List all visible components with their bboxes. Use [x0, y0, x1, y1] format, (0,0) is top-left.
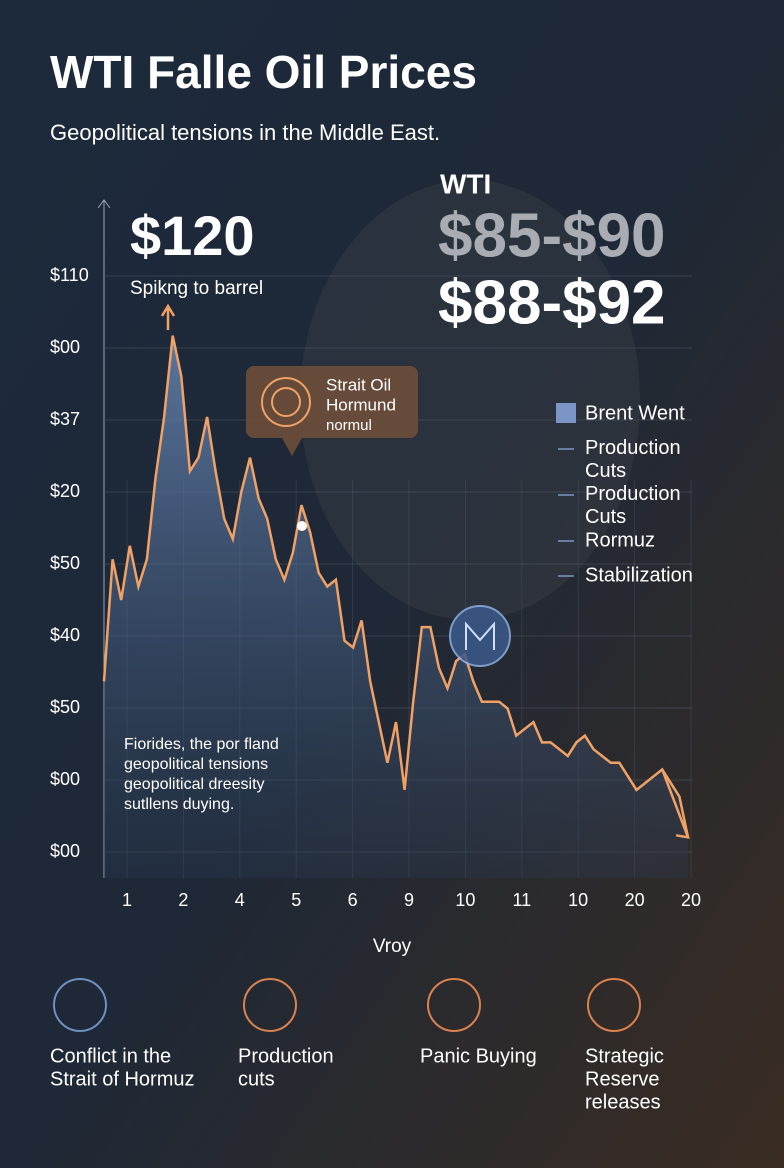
y-tick-label: $00	[50, 337, 80, 357]
x-tick-label: 9	[404, 890, 414, 910]
legend-label: Brent Went	[585, 402, 685, 424]
point-marker	[297, 521, 307, 531]
y-tick-label: $50	[50, 553, 80, 573]
x-tick-label: 4	[235, 890, 245, 910]
footer-label: Strategic	[585, 1045, 664, 1067]
callout-text: normul	[326, 417, 372, 434]
legend-label: Stabilization	[585, 564, 693, 586]
peak-caption: Spikng to barrel	[130, 278, 263, 299]
callout-icon	[271, 387, 301, 417]
footer-icon	[587, 978, 641, 1032]
headline-label: WTI	[440, 168, 491, 199]
background-figure	[300, 180, 640, 620]
y-tick-label: $00	[50, 841, 80, 861]
callout-text: Strait Oil	[326, 375, 391, 394]
y-tick-label: $110	[50, 265, 89, 285]
annotation: geopolitical dreesity	[124, 776, 265, 793]
annotation: geopolitical tensions	[124, 756, 268, 773]
y-tick-label: $20	[50, 481, 80, 501]
title: WTI Falle Oil Prices	[50, 46, 477, 98]
footer-icon	[243, 978, 297, 1032]
marker-icon	[465, 621, 495, 650]
x-tick-label: 2	[178, 890, 188, 910]
annotation: Fiorides, the por fland	[124, 736, 279, 753]
x-tick-label: 6	[348, 890, 358, 910]
y-tick-label: $00	[50, 769, 80, 789]
y-tick-label: $40	[50, 625, 80, 645]
line	[102, 335, 690, 838]
footer-label: Conflict in the	[50, 1045, 171, 1067]
callout-text: Hormund	[326, 395, 396, 414]
y-tick-label: $50	[50, 697, 80, 717]
footer-label: Reserve	[585, 1068, 659, 1090]
peak-arrow	[160, 303, 176, 330]
legend-label: Rormuz	[585, 529, 655, 551]
legend-swatch	[556, 403, 576, 423]
footer-label: releases	[585, 1091, 661, 1113]
headline-range: $85-$90	[438, 201, 666, 270]
legend-label: Production Cuts	[585, 483, 681, 528]
subtitle: Geopolitical tensions in the Middle East…	[50, 120, 440, 145]
callout-icon	[261, 377, 311, 427]
footer-icon	[427, 978, 481, 1032]
footer-icon	[53, 978, 107, 1032]
legend-label: Production Cuts	[585, 437, 681, 482]
x-tick-label: 20	[681, 890, 701, 910]
x-tick-label: 5	[291, 890, 301, 910]
x-axis-title: Vroy	[373, 936, 412, 957]
x-tick-label: 20	[625, 890, 645, 910]
headline-range: $88-$92	[438, 268, 666, 337]
x-tick-label: 11	[512, 890, 531, 910]
x-tick-label: 10	[568, 890, 588, 910]
x-tick-label: 10	[455, 890, 475, 910]
footer-label: cuts	[238, 1068, 275, 1090]
x-tick-label: 1	[122, 890, 132, 910]
footer-label: Panic Buying	[420, 1045, 537, 1067]
annotation: sutllens duying.	[124, 796, 234, 813]
marker-icon	[449, 605, 511, 667]
axis-arrow	[97, 199, 111, 209]
callout-pointer	[282, 438, 302, 456]
footer-label: Strait of Hormuz	[50, 1068, 194, 1090]
y-tick-label: $37	[50, 409, 80, 429]
footer-label: Production	[238, 1045, 334, 1067]
trend-arrow	[661, 769, 690, 839]
callout-box	[246, 366, 418, 438]
peak-value: $120	[130, 204, 255, 267]
